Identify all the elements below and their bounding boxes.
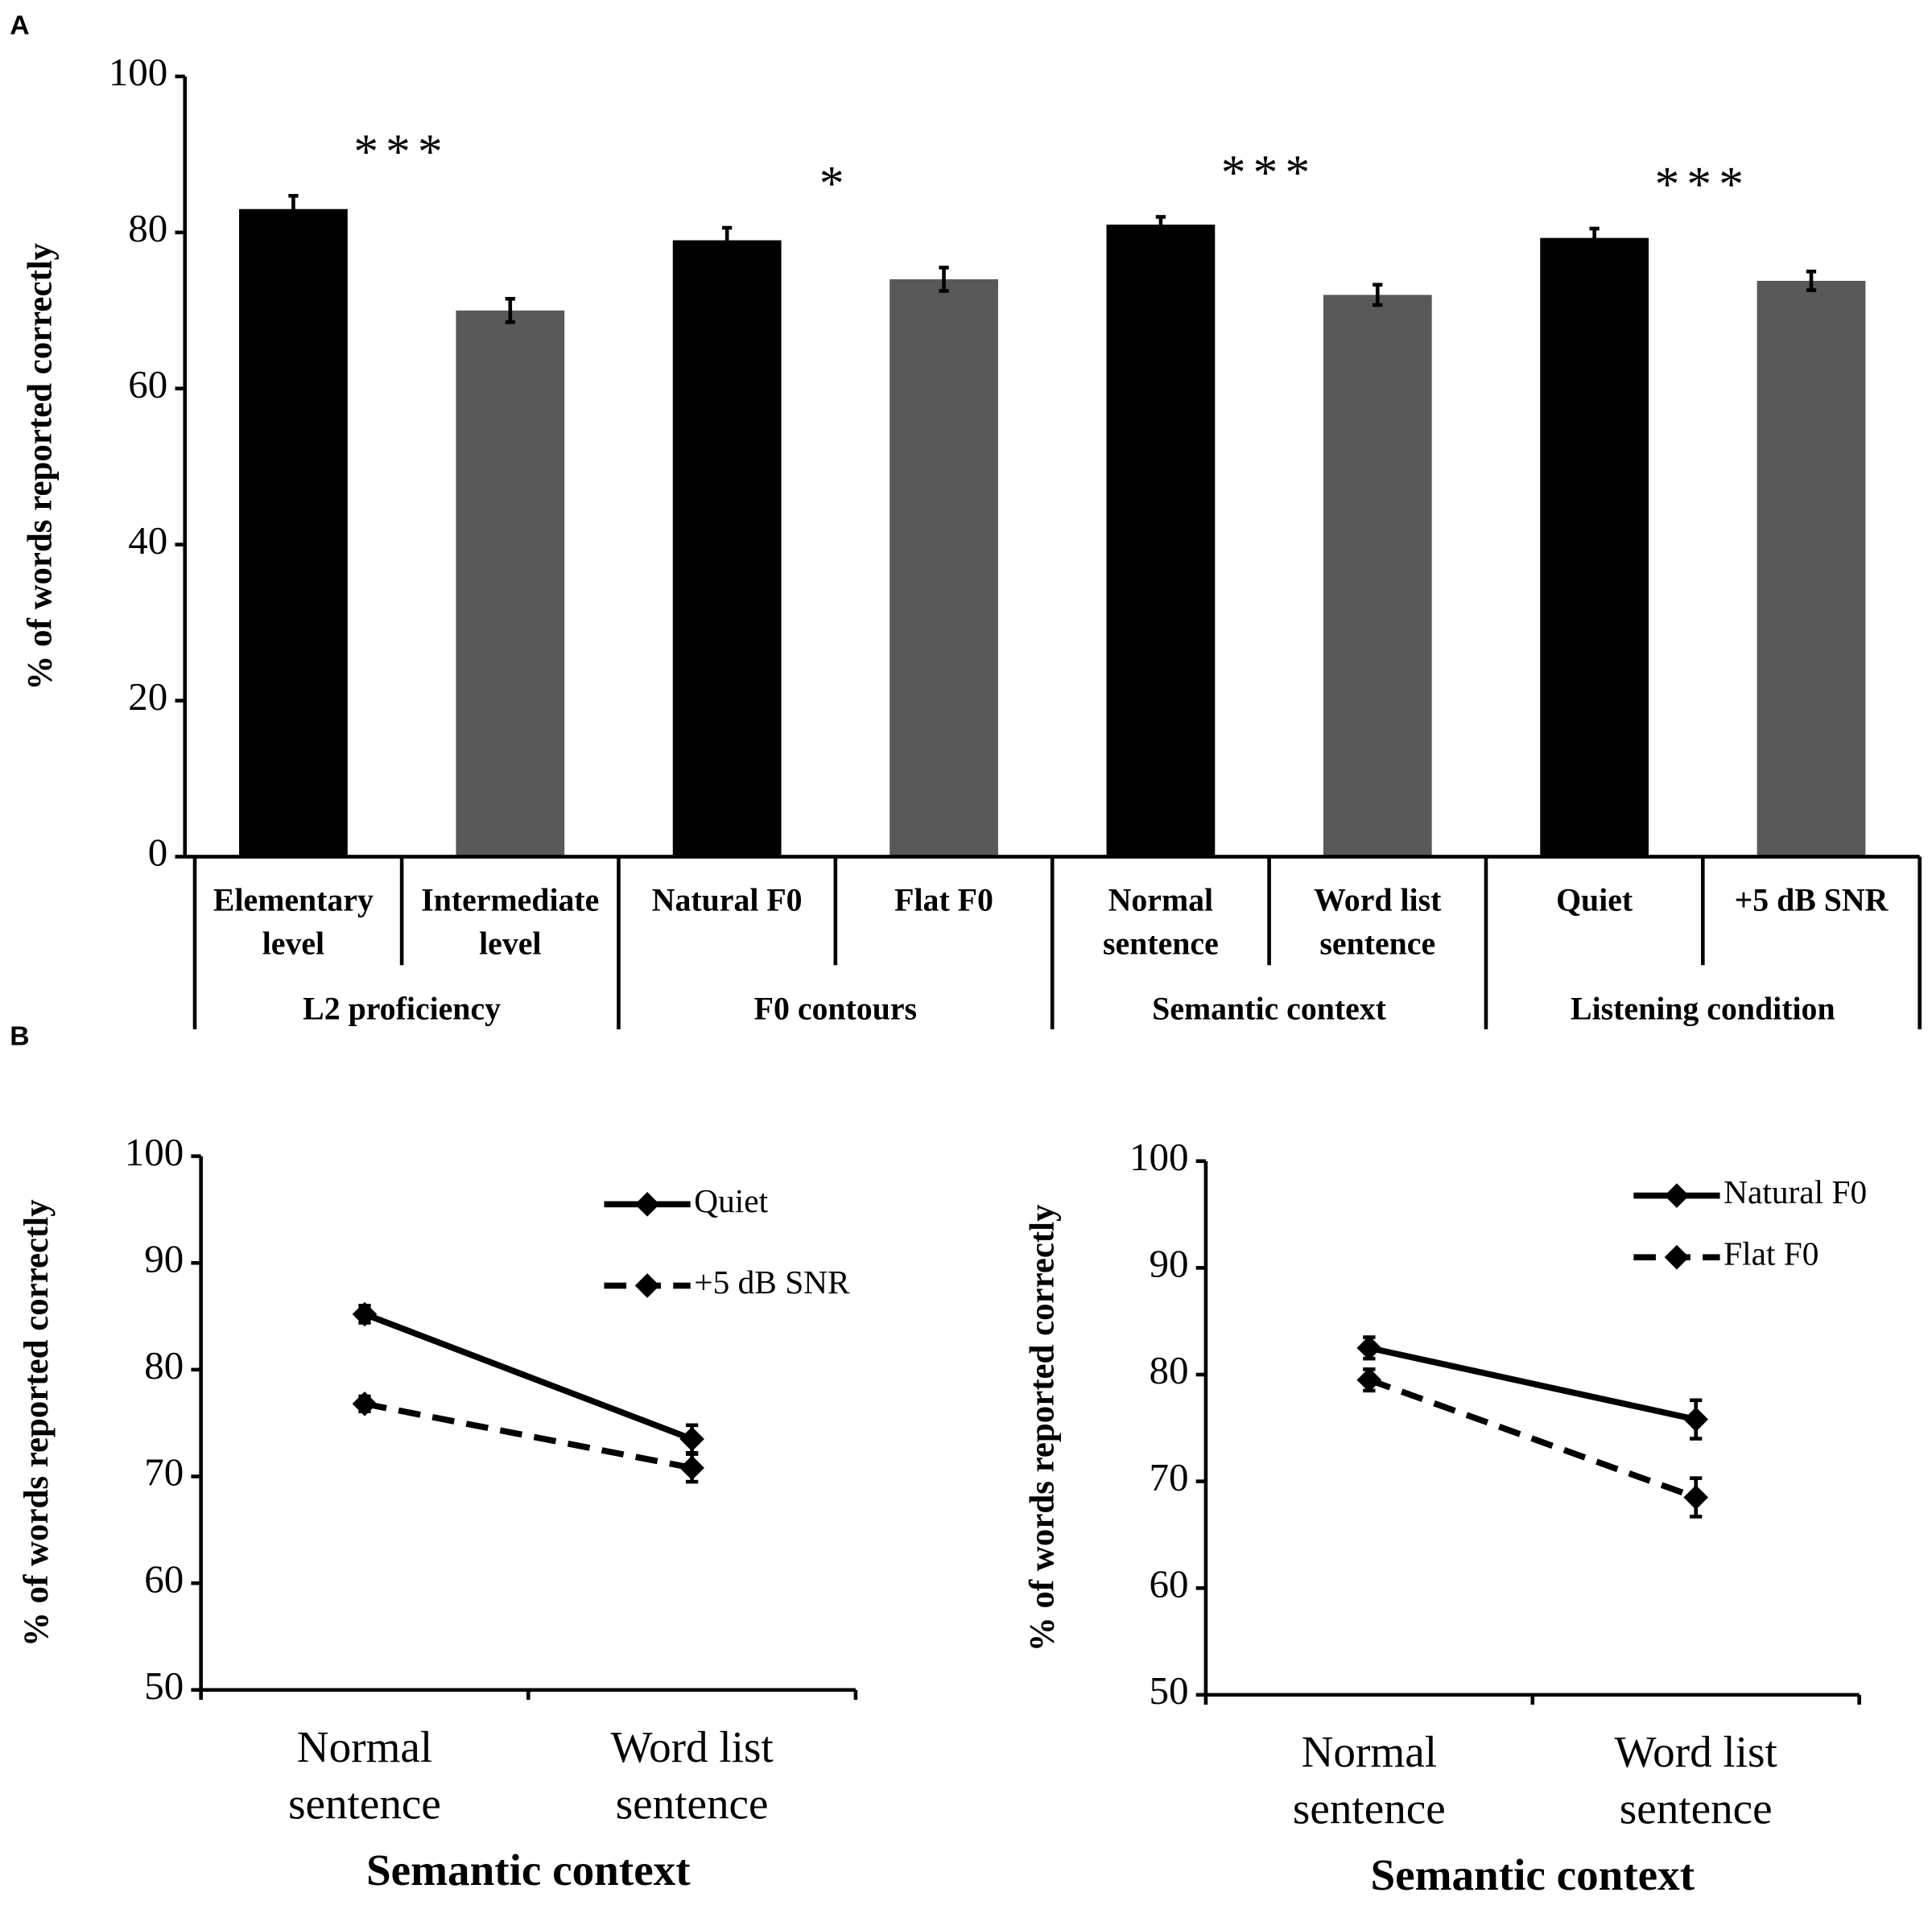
marker — [679, 1455, 704, 1481]
y-tick-label: 0 — [148, 831, 168, 875]
x-tick-label: Word list — [610, 1722, 773, 1771]
y-axis-label: % of words reported correctly — [1024, 1204, 1062, 1651]
y-tick-label: 50 — [144, 1664, 184, 1708]
y-tick-label: 20 — [128, 674, 167, 719]
y-tick-label: 100 — [125, 1130, 184, 1174]
marker — [1664, 1183, 1690, 1208]
x-tick-label: Elementary — [213, 883, 374, 918]
bar — [1757, 280, 1866, 857]
x-tick-label: Intermediate — [421, 883, 599, 918]
y-tick-label: 40 — [128, 518, 167, 563]
marker — [1356, 1335, 1382, 1361]
legend-label: Natural F0 — [1724, 1173, 1867, 1210]
legend-label: Quiet — [694, 1182, 768, 1219]
x-axis-label: Semantic context — [1370, 1850, 1695, 1899]
marker — [352, 1301, 378, 1327]
panel-label: A — [10, 11, 29, 41]
significance: *** — [1221, 146, 1317, 200]
x-tick-label: sentence — [1620, 1784, 1773, 1833]
marker — [1356, 1367, 1382, 1392]
x-tick-label: Natural F0 — [652, 883, 803, 918]
x-tick-label: Normal — [1108, 883, 1213, 918]
y-tick-label: 90 — [1149, 1242, 1188, 1286]
series-line — [1368, 1377, 1697, 1501]
bar — [890, 279, 998, 857]
y-tick-label: 90 — [144, 1236, 184, 1280]
x-tick-label: level — [262, 926, 324, 961]
marker — [1683, 1485, 1709, 1510]
marker — [1664, 1244, 1690, 1270]
y-tick-label: 60 — [1149, 1561, 1188, 1606]
y-tick-label: 70 — [1149, 1455, 1188, 1499]
y-tick-label: 50 — [1149, 1668, 1188, 1713]
y-axis-label: % of words reported correctly — [18, 1199, 56, 1647]
x-tick-label: sentence — [616, 1779, 769, 1828]
marker — [679, 1426, 704, 1452]
bar — [1323, 295, 1432, 857]
significance: *** — [1655, 157, 1751, 212]
marker — [634, 1192, 660, 1217]
x-tick-label: Flat F0 — [894, 883, 993, 918]
group-label: Listening condition — [1571, 992, 1835, 1027]
x-tick-label: Quiet — [1556, 883, 1633, 918]
significance: *** — [353, 124, 449, 179]
x-tick-label: sentence — [1103, 926, 1219, 961]
x-axis-label: Semantic context — [366, 1845, 691, 1895]
bar — [1540, 237, 1649, 857]
marker — [352, 1391, 378, 1416]
x-tick-label: Normal — [297, 1722, 432, 1771]
bar — [239, 208, 348, 857]
x-tick-label: sentence — [1319, 926, 1435, 961]
y-tick-label: 60 — [144, 1557, 184, 1601]
group-label: F0 contours — [754, 992, 917, 1027]
series-line — [363, 1311, 693, 1442]
y-axis-label: % of words reported correctly — [21, 242, 59, 690]
significance: * — [819, 156, 852, 211]
x-tick-label: Word list — [1615, 1727, 1777, 1776]
y-tick-label: 80 — [1149, 1348, 1188, 1392]
x-tick-label: sentence — [1293, 1784, 1446, 1833]
x-tick-label: Word list — [1314, 883, 1442, 918]
y-tick-label: 80 — [144, 1343, 184, 1388]
series-line — [1368, 1345, 1697, 1423]
series-line — [364, 1400, 693, 1471]
marker — [1683, 1407, 1709, 1432]
x-tick-label: level — [479, 926, 541, 961]
y-tick-label: 80 — [128, 206, 167, 250]
y-tick-label: 100 — [109, 50, 168, 94]
group-label: L2 proficiency — [303, 992, 501, 1027]
panel-label: B — [10, 1021, 29, 1051]
x-tick-label: sentence — [288, 1779, 441, 1828]
bar — [672, 240, 782, 857]
x-tick-label: +5 dB SNR — [1735, 883, 1889, 918]
x-tick-label: Normal — [1302, 1727, 1437, 1776]
marker — [634, 1273, 660, 1298]
legend-label: Flat F0 — [1724, 1235, 1818, 1272]
bar — [456, 310, 565, 857]
y-tick-label: 70 — [144, 1450, 184, 1495]
y-tick-label: 100 — [1129, 1135, 1189, 1179]
y-tick-label: 60 — [128, 362, 167, 406]
bar — [1106, 225, 1216, 857]
group-label: Semantic context — [1152, 992, 1387, 1027]
legend-label: +5 dB SNR — [694, 1264, 850, 1301]
